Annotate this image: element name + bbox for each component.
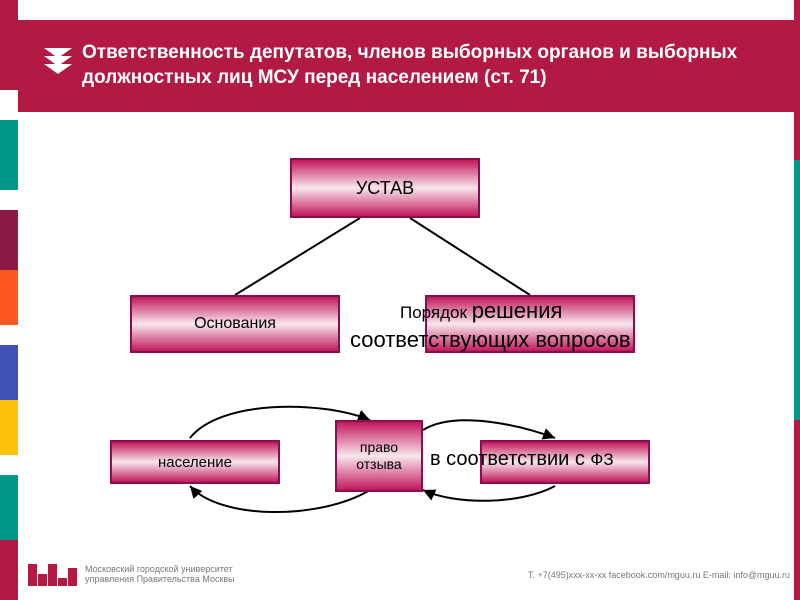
node-osnovaniya: Основания (130, 295, 340, 353)
node-naselenie: население (110, 440, 280, 484)
poryadok-overlay-text: Порядок решения соответствующих вопросов (400, 297, 760, 354)
slide-root: Ответственность депутатов, членов выборн… (0, 0, 800, 600)
chevron-down-icon (44, 50, 78, 84)
footer-org: Московский городской университет управле… (85, 565, 265, 585)
right-stripe (794, 0, 800, 600)
node-pravo-label: право отзыва (345, 439, 413, 473)
node-naselenie-label: население (158, 454, 232, 471)
node-ustav-label: УСТАВ (356, 178, 414, 199)
logo-icon (28, 564, 77, 586)
footer: Московский городской университет управле… (28, 556, 790, 594)
node-pravo-otzyva: право отзыва (335, 420, 423, 492)
slide-title: Ответственность депутатов, членов выборн… (82, 41, 776, 90)
left-stripe (0, 0, 18, 600)
node-osnovaniya-label: Основания (194, 315, 276, 333)
fz-overlay-text: в соответствии с ФЗ (430, 448, 614, 471)
slide-title-bar: Ответственность депутатов, членов выборн… (18, 20, 794, 112)
footer-contact: T. +7(495)xxx-xx-xx facebook.com/mguu.ru… (528, 570, 790, 580)
node-ustav: УСТАВ (290, 158, 480, 218)
